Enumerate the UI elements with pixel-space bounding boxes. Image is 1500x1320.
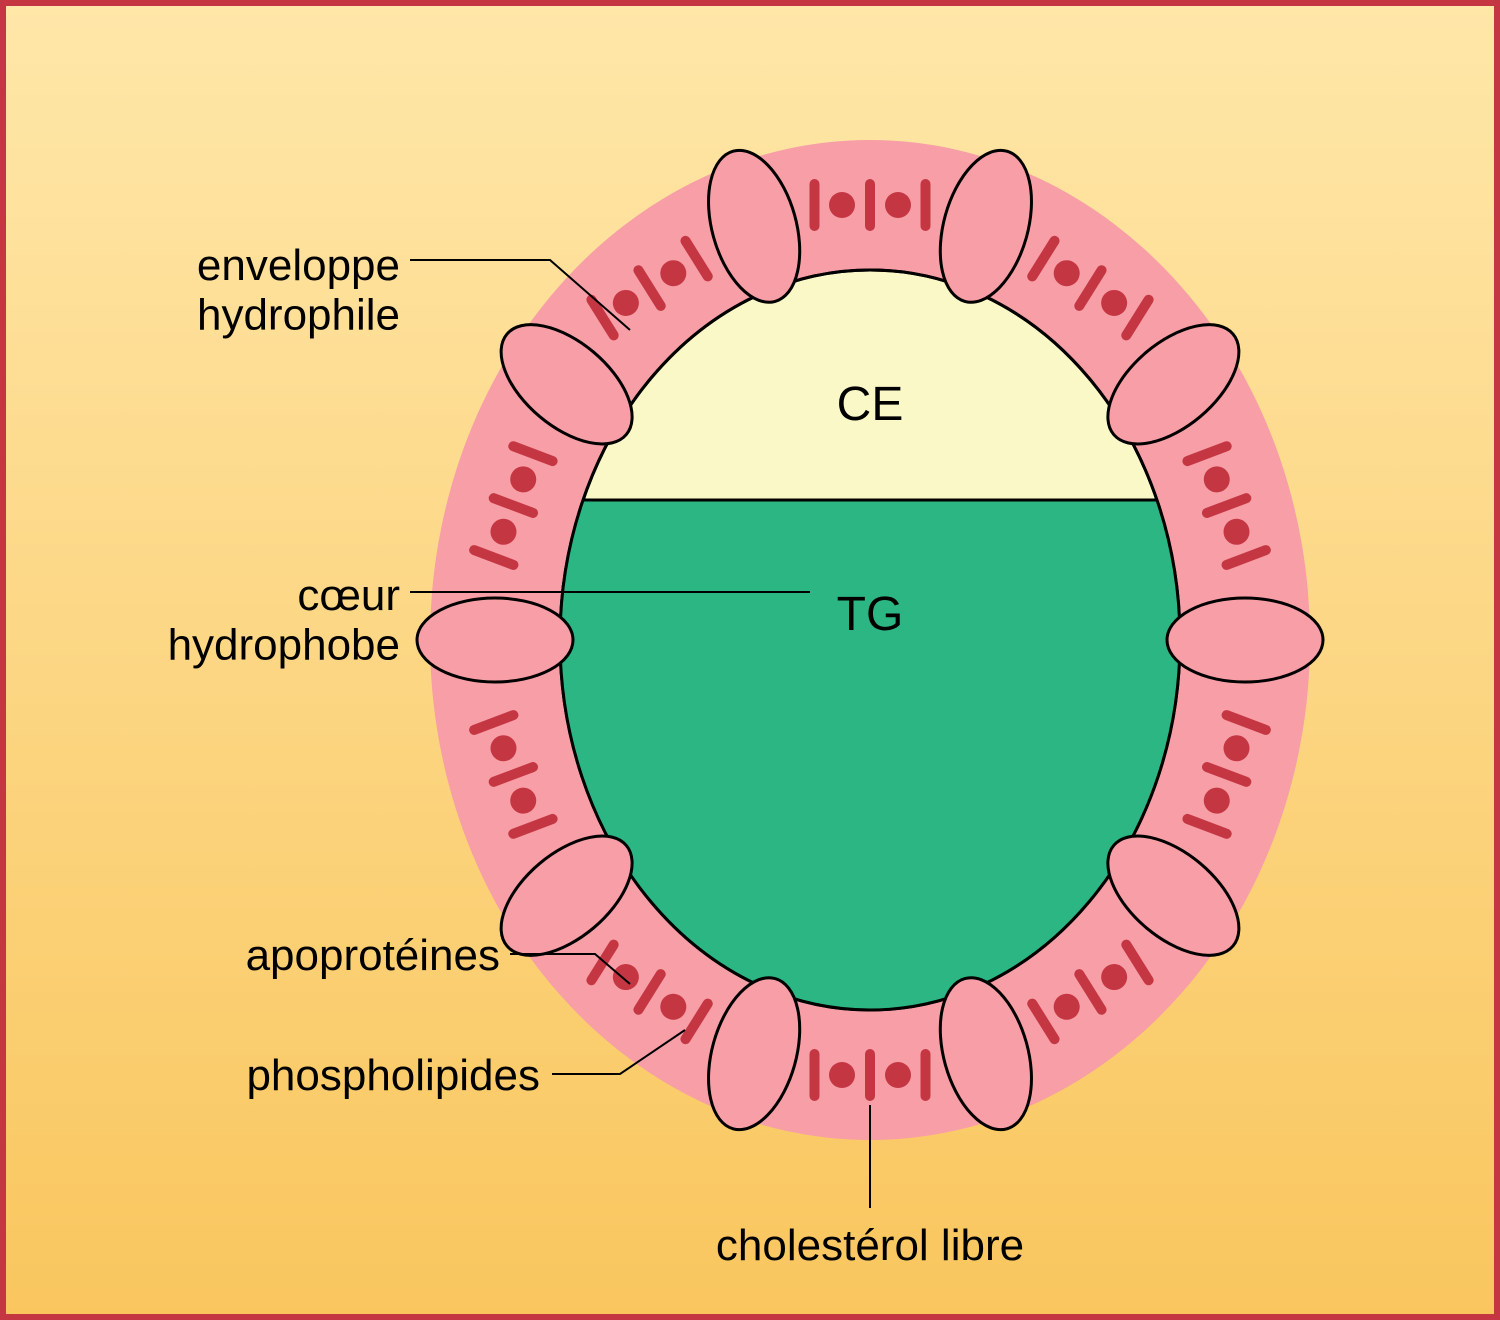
cholesterol-libre-icon bbox=[829, 1062, 855, 1088]
apoprotein-icon bbox=[417, 598, 573, 682]
core-label-ce: CE bbox=[837, 378, 904, 431]
label-enveloppe-hydrophile: enveloppehydrophile bbox=[197, 241, 400, 339]
cholesterol-libre-icon bbox=[885, 192, 911, 218]
core-label-tg: TG bbox=[837, 588, 904, 641]
label-cholesterol-libre: cholestérol libre bbox=[716, 1221, 1024, 1270]
apoprotein-icon bbox=[1167, 598, 1323, 682]
label-phospholipides: phospholipides bbox=[246, 1051, 540, 1100]
lipoprotein-diagram: CETGenveloppehydrophilecœurhydrophobeapo… bbox=[0, 0, 1500, 1320]
cholesterol-libre-icon bbox=[829, 192, 855, 218]
cholesterol-libre-icon bbox=[885, 1062, 911, 1088]
label-apoproteines: apoprotéines bbox=[246, 931, 500, 980]
